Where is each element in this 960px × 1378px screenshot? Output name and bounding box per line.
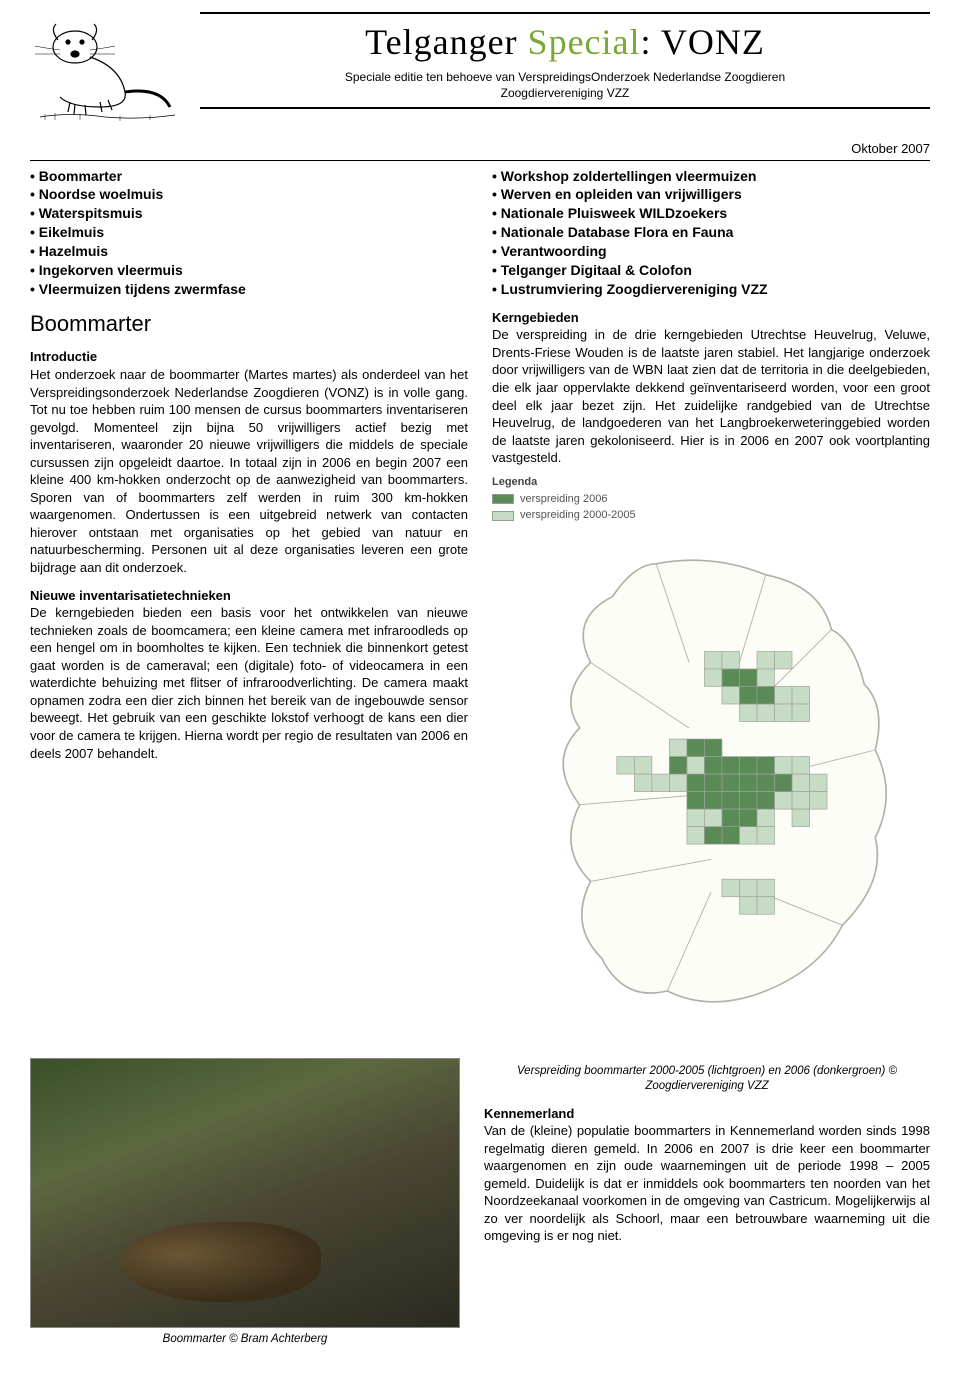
subtitle-1: Speciale editie ten behoeve van Versprei…: [200, 69, 930, 85]
toc-item: Nationale Database Flora en Fauna: [492, 223, 930, 242]
legend-item: verspreiding 2006: [492, 492, 636, 507]
title-prefix: Telganger: [365, 22, 527, 62]
kern-heading: Kerngebieden: [492, 309, 930, 327]
title-block: Telganger Special: VONZ Speciale editie …: [200, 12, 930, 109]
title-green: Special: [528, 22, 641, 62]
toc-item: Hazelmuis: [30, 242, 468, 261]
distribution-map: [492, 531, 930, 1039]
page-header: Telganger Special: VONZ Speciale editie …: [30, 12, 930, 122]
main-columns: BoommarterNoordse woelmuisWaterspitsmuis…: [30, 167, 930, 1040]
otter-illustration: [30, 12, 180, 122]
kenn-text: Van de (kleine) populatie boommarters in…: [484, 1122, 930, 1245]
photo-caption: Boommarter © Bram Achterberg: [30, 1332, 460, 1348]
bottom-row: Boommarter © Bram Achterberg Verspreidin…: [30, 1058, 930, 1348]
legend-title: Legenda: [492, 475, 636, 490]
subtitle-2: Zoogdiervereniging VZZ: [200, 85, 930, 101]
kenn-heading: Kennemerland: [484, 1105, 930, 1123]
issue-date: Oktober 2007: [30, 140, 930, 161]
toc-left: BoommarterNoordse woelmuisWaterspitsmuis…: [30, 167, 468, 299]
left-column: BoommarterNoordse woelmuisWaterspitsmuis…: [30, 167, 468, 1040]
kern-text: De verspreiding in de drie kerngebieden …: [492, 326, 930, 466]
tech-heading: Nieuwe inventarisatietechnieken: [30, 587, 468, 605]
toc-item: Lustrumviering Zoogdiervereniging VZZ: [492, 280, 930, 299]
toc-item: Workshop zoldertellingen vleermuizen: [492, 167, 930, 186]
toc-item: Nationale Pluisweek WILDzoekers: [492, 204, 930, 223]
intro-heading: Introductie: [30, 348, 468, 366]
toc-item: Werven en opleiden van vrijwilligers: [492, 185, 930, 204]
toc-item: Ingekorven vleermuis: [30, 261, 468, 280]
toc-item: Telganger Digitaal & Colofon: [492, 261, 930, 280]
toc-item: Verantwoording: [492, 242, 930, 261]
toc-item: Vleermuizen tijdens zwermfase: [30, 280, 468, 299]
toc-item: Waterspitsmuis: [30, 204, 468, 223]
title-suffix: : VONZ: [641, 22, 765, 62]
main-title: Telganger Special: VONZ: [200, 18, 930, 67]
legend-item: verspreiding 2000-2005: [492, 508, 636, 523]
tech-text: De kerngebieden bieden een basis voor he…: [30, 604, 468, 762]
map-caption: Verspreiding boommarter 2000-2005 (licht…: [484, 1064, 930, 1095]
photo-column: Boommarter © Bram Achterberg: [30, 1058, 460, 1348]
toc-right: Workshop zoldertellingen vleermuizenWerv…: [492, 167, 930, 299]
toc-item: Boommarter: [30, 167, 468, 186]
article-title: Boommarter: [30, 309, 468, 339]
boommarter-photo: [30, 1058, 460, 1328]
right-column: Workshop zoldertellingen vleermuizenWerv…: [492, 167, 930, 1040]
bottom-right-column: Verspreiding boommarter 2000-2005 (licht…: [484, 1058, 930, 1245]
toc-item: Eikelmuis: [30, 223, 468, 242]
intro-text: Het onderzoek naar de boommarter (Martes…: [30, 366, 468, 577]
map-legend: Legenda verspreiding 2006verspreiding 20…: [492, 475, 636, 524]
toc-item: Noordse woelmuis: [30, 185, 468, 204]
